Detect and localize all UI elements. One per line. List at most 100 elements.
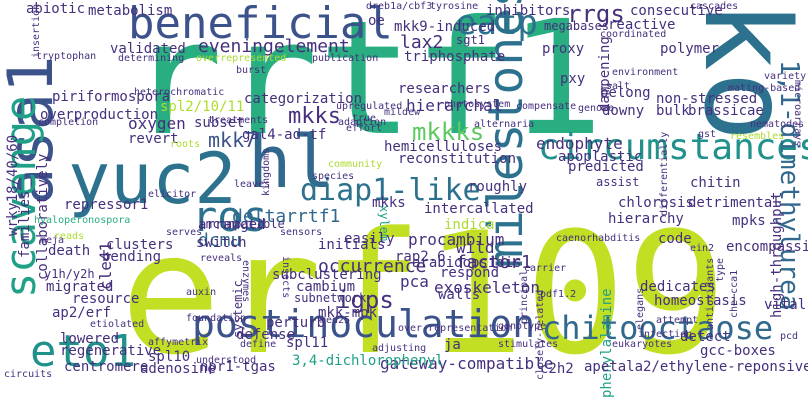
- word-death: death: [48, 243, 91, 259]
- word-heterochromatic: heterochromatic: [134, 87, 225, 98]
- word-piriformospora: piriformospora: [52, 89, 171, 105]
- word-eukaryotes: eukaryotes: [612, 339, 673, 350]
- word-apoplastic: apoplastic: [558, 149, 643, 165]
- word-genome: genome: [578, 103, 615, 114]
- word-mkk9-induced: mkk9-induced: [394, 19, 496, 35]
- word-burst: burst: [236, 65, 267, 76]
- word-exoskeleton: exoskeleton: [434, 278, 540, 297]
- word-ros: ros: [192, 192, 268, 241]
- word-eto1: eto1: [30, 326, 136, 377]
- word-yuc2: yuc2: [68, 138, 237, 220]
- word-dcmu: dcmu: [198, 230, 242, 251]
- word-roots: roots: [170, 139, 201, 150]
- word-megabases: megabases: [544, 19, 610, 33]
- word-insects: insects: [280, 256, 291, 299]
- word-beneficial: beneficial: [128, 0, 393, 49]
- word-rrtf1: rrtf1: [128, 0, 604, 171]
- word-diap1-like: diap1-like: [300, 173, 481, 208]
- word-subnetwork: subnetwork: [294, 291, 367, 305]
- word-cambium: cambium: [296, 279, 356, 295]
- word-lowered: lowered: [60, 331, 120, 347]
- word-reads: reads: [54, 231, 85, 242]
- word-species: species: [312, 171, 355, 182]
- word-hemicelluloses: hemicelluloses: [384, 139, 503, 155]
- word-downy: downy: [602, 103, 645, 119]
- word-gcc-boxes: gcc-boxes: [700, 343, 776, 359]
- word-environment: environment: [612, 67, 679, 78]
- word-publication: publication: [312, 53, 379, 64]
- word-spl2/10/11: spl2/10/11: [160, 99, 245, 115]
- word-wrky18/40/60: wrky18/40/60: [5, 134, 21, 236]
- word-erf109: erf109: [120, 196, 727, 392]
- word-easily: easily: [344, 231, 395, 247]
- word-walls: walls: [438, 287, 481, 303]
- word-variety: variety: [764, 71, 807, 82]
- word-adjusting: adjusting: [372, 343, 427, 354]
- word-ap2/erf: ap2/erf: [52, 305, 112, 321]
- word-pcd: pcd: [780, 331, 799, 342]
- word-spl11: spl11: [286, 335, 329, 351]
- word-inhibitors: inhibitors: [486, 3, 571, 19]
- word-dedicates: dedicates: [640, 279, 716, 295]
- word-adenosine: adenosine: [140, 361, 216, 377]
- word-meja: meja: [40, 235, 65, 246]
- word-clusters: clusters: [106, 237, 174, 253]
- word-kingdoms: kingdoms: [261, 147, 272, 196]
- word-chitooctaose: chitooctaose: [542, 309, 774, 347]
- word-etiolated: etiolated: [90, 319, 145, 330]
- word-rap2.6: rap2.6: [395, 249, 446, 265]
- word-gal4-ad-tf: gal4-ad-tf: [242, 127, 327, 143]
- word-mildew: mildew: [384, 107, 421, 118]
- word-treatments: treatments: [208, 115, 269, 126]
- word-rrgs: rrgs: [567, 0, 625, 28]
- word-photosystem: photosystem: [444, 99, 511, 110]
- word-carrier: carrier: [524, 263, 567, 274]
- word-circuits: circuits: [4, 369, 53, 380]
- word-chlorosis: chlorosis: [618, 195, 694, 211]
- word-arabidopsidis: arabidopsidis: [412, 255, 522, 271]
- word-oe: oe: [368, 13, 385, 29]
- word-serves: serves: [166, 227, 203, 238]
- word-detrimental: detrimental: [688, 195, 781, 211]
- word-assist: assist: [596, 175, 640, 189]
- word-hyaloperonospora: hyaloperonospora: [34, 215, 131, 226]
- word-researchers: researchers: [398, 81, 491, 97]
- word-mkks: mkks: [288, 104, 341, 129]
- word-effort: effort: [346, 123, 383, 134]
- word-encompassing: encompassing: [726, 239, 808, 255]
- word-pxy: pxy: [560, 71, 586, 87]
- word-overrepresented: overrepresented: [196, 53, 287, 64]
- word-resource: resource: [72, 291, 140, 307]
- word-brassicae: brassicae: [688, 103, 764, 119]
- word-migrated: migrated: [46, 279, 114, 295]
- word-tyrosine: tyrosine: [430, 1, 479, 12]
- word-predicted: predicted: [568, 159, 644, 175]
- word-non-stressed: non-stressed: [656, 91, 758, 107]
- word-leaves: leaves: [234, 179, 271, 190]
- word-subset: subset: [194, 115, 245, 131]
- word-indica: indica: [444, 217, 495, 233]
- word-closely-related: closely-related: [535, 289, 546, 380]
- word-vital: vital: [764, 297, 807, 313]
- word-define: define: [240, 339, 277, 350]
- word-coordinated: coordinated: [600, 29, 667, 40]
- word-procambium: procambium: [408, 230, 505, 249]
- word-wild: wild: [456, 238, 495, 257]
- word-enzymes: enzymes: [240, 260, 251, 303]
- word-reconstitution: reconstitution: [398, 151, 517, 167]
- word-belong: belong: [600, 85, 651, 101]
- word-insertion: insertion: [31, 3, 42, 58]
- word-occurrence: occurrence: [318, 256, 427, 277]
- word-spl10: spl10: [148, 349, 191, 365]
- word-roughly: roughly: [468, 179, 528, 195]
- word-revert: revert: [128, 131, 179, 147]
- word-reactive: reactive: [608, 17, 676, 33]
- word-switch: switch: [196, 235, 247, 251]
- word-proxy: proxy: [542, 41, 585, 57]
- word-community: community: [328, 159, 383, 170]
- word-pdf1.2: pdf1.2: [540, 289, 577, 300]
- word-ein2: ein2: [690, 243, 715, 254]
- word-mkks-2: mkks: [372, 195, 406, 211]
- word-subclustering: subclustering: [272, 267, 382, 283]
